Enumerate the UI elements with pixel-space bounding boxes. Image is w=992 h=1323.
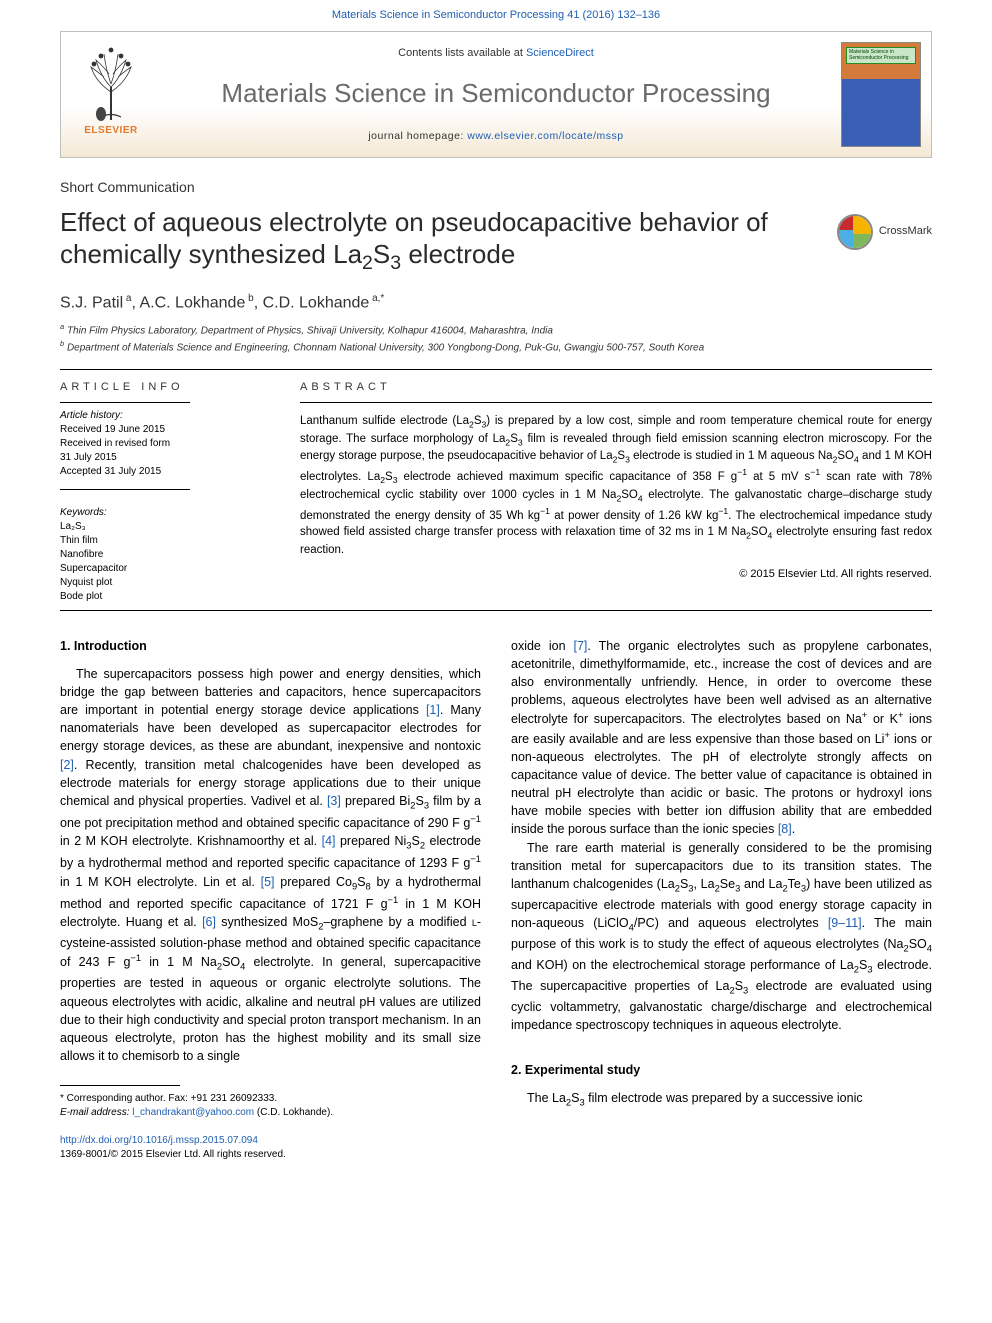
journal-name: Materials Science in Semiconductor Proce… xyxy=(221,75,770,111)
abstract-copyright: © 2015 Elsevier Ltd. All rights reserved… xyxy=(300,567,932,582)
journal-cover-image: Materials Science in Semiconductor Proce… xyxy=(841,42,921,147)
history-line: Received 19 June 2015 xyxy=(60,423,270,437)
intro-heading: 1. Introduction xyxy=(60,637,481,655)
body-right-column: oxide ion [7]. The organic electrolytes … xyxy=(511,637,932,1162)
corresponding-footnote: * Corresponding author. Fax: +91 231 260… xyxy=(60,1092,481,1120)
affiliation-b: b Department of Materials Science and En… xyxy=(60,338,932,355)
keyword: Supercapacitor xyxy=(60,562,270,576)
article-info-heading: article info xyxy=(60,380,270,395)
keyword: Nyquist plot xyxy=(60,576,270,590)
history-line: Accepted 31 July 2015 xyxy=(60,465,270,479)
header-center: Contents lists available at ScienceDirec… xyxy=(161,32,831,157)
sciencedirect-link[interactable]: ScienceDirect xyxy=(526,47,594,59)
authors: S.J. Patil a, A.C. Lokhande b, C.D. Lokh… xyxy=(60,292,932,315)
body-paragraph: The rare earth material is generally con… xyxy=(511,839,932,1035)
crossmark-label: CrossMark xyxy=(879,224,932,239)
history-label: Article history: xyxy=(60,409,270,423)
experimental-heading: 2. Experimental study xyxy=(511,1061,932,1079)
abstract-column: abstract Lanthanum sulfide electrode (La… xyxy=(300,370,932,603)
article-type: Short Communication xyxy=(60,178,932,198)
article-info-column: article info Article history: Received 1… xyxy=(60,370,270,603)
elsevier-tree-icon xyxy=(76,42,146,122)
history-line: 31 July 2015 xyxy=(60,451,270,465)
keywords-label: Keywords: xyxy=(60,506,270,520)
homepage-prefix: journal homepage: xyxy=(368,130,467,142)
intro-paragraph: The supercapacitors possess high power a… xyxy=(60,665,481,1065)
journal-header: ELSEVIER Contents lists available at Sci… xyxy=(60,31,932,158)
journal-cover-title: Materials Science in Semiconductor Proce… xyxy=(846,47,916,64)
publisher-logo-block: ELSEVIER xyxy=(61,32,161,157)
affiliation-a: a Thin Film Physics Laboratory, Departme… xyxy=(60,321,932,338)
crossmark-badge[interactable]: CrossMark xyxy=(837,206,932,250)
keyword: La₂S₃ xyxy=(60,520,270,534)
affiliations: a Thin Film Physics Laboratory, Departme… xyxy=(60,321,932,356)
top-citation[interactable]: Materials Science in Semiconductor Proce… xyxy=(0,0,992,31)
crossmark-icon xyxy=(837,214,873,250)
body-paragraph: The La2S3 film electrode was prepared by… xyxy=(511,1089,932,1110)
homepage-link[interactable]: www.elsevier.com/locate/mssp xyxy=(467,130,623,142)
contents-prefix: Contents lists available at xyxy=(398,47,526,59)
abstract-heading: abstract xyxy=(300,380,932,395)
abstract-text: Lanthanum sulfide electrode (La2S3) is p… xyxy=(300,413,932,559)
rule-below-abstract xyxy=(60,610,932,611)
publisher-logo-text: ELSEVIER xyxy=(84,124,137,138)
paper-title: Effect of aqueous electrolyte on pseudoc… xyxy=(60,206,821,276)
keyword: Thin film xyxy=(60,534,270,548)
homepage-line: journal homepage: www.elsevier.com/locat… xyxy=(368,129,623,144)
body-paragraph: oxide ion [7]. The organic electrolytes … xyxy=(511,637,932,839)
corr-email-link[interactable]: l_chandrakant@yahoo.com xyxy=(132,1107,254,1118)
keyword: Bode plot xyxy=(60,590,270,604)
journal-cover-block: Materials Science in Semiconductor Proce… xyxy=(831,32,931,157)
corr-email-line: E-mail address: l_chandrakant@yahoo.com … xyxy=(60,1106,481,1120)
contents-line: Contents lists available at ScienceDirec… xyxy=(398,46,594,61)
doi-block: http://dx.doi.org/10.1016/j.mssp.2015.07… xyxy=(60,1134,481,1162)
history-line: Received in revised form xyxy=(60,437,270,451)
keyword: Nanofibre xyxy=(60,548,270,562)
footnote-rule xyxy=(60,1085,180,1086)
corr-author-line: * Corresponding author. Fax: +91 231 260… xyxy=(60,1092,481,1106)
body-left-column: 1. Introduction The supercapacitors poss… xyxy=(60,637,481,1162)
issn-copyright: 1369-8001/© 2015 Elsevier Ltd. All right… xyxy=(60,1148,481,1162)
doi-link[interactable]: http://dx.doi.org/10.1016/j.mssp.2015.07… xyxy=(60,1135,258,1146)
